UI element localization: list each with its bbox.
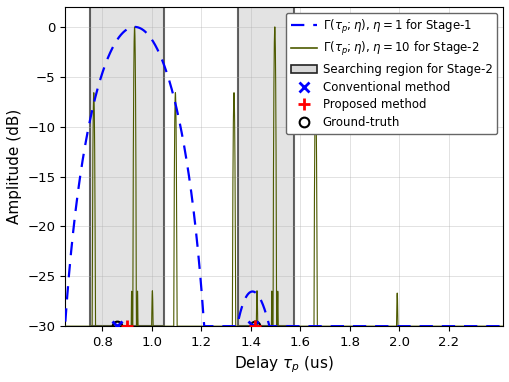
Bar: [90, 7, 164, 326]
Y-axis label: Amplitude (dB): Amplitude (dB): [7, 109, 22, 224]
Bar: [238, 7, 294, 326]
Legend: $\Gamma(\tau_p;\eta)$, $\eta = 1$ for Stage-1, $\Gamma(\tau_p;\eta)$, $\eta = 10: $\Gamma(\tau_p;\eta)$, $\eta = 1$ for St…: [286, 13, 496, 134]
X-axis label: Delay $\tau_p$ (us): Delay $\tau_p$ (us): [234, 354, 333, 375]
